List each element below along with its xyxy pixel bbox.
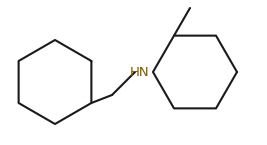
Text: HN: HN xyxy=(130,66,150,78)
